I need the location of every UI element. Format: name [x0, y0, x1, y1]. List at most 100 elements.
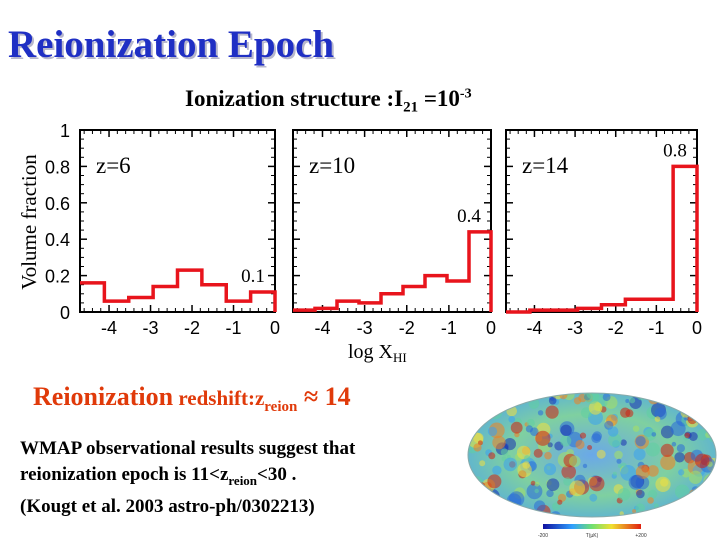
sky-fluctuation — [503, 457, 518, 472]
sky-fluctuation — [481, 502, 488, 509]
sky-fluctuation — [587, 445, 593, 450]
colorbar-tick-max: +200 — [635, 533, 646, 539]
sky-fluctuation — [503, 438, 516, 451]
panel-z-14: -4 -3 -2 -1 0 z=14 0.8 — [505, 129, 702, 338]
sky-fluctuation — [592, 431, 602, 442]
histogram-line — [80, 268, 277, 312]
panels: -4 -3 -2 -1 0 z=6 0.1 -4 -3 -2 -1 0 z=10 0.4 -4 -3 -2 -1 0… — [79, 129, 702, 338]
sky-fluctuation — [693, 393, 709, 407]
sky-fluctuation — [690, 495, 704, 508]
sky-fluctuation — [629, 397, 636, 404]
sky-fluctuation — [674, 452, 685, 463]
wmap-note: WMAP observational results suggest that … — [20, 436, 355, 520]
sky-fluctuation — [664, 505, 674, 516]
sky-fluctuation — [500, 393, 516, 404]
sky-fluctuation — [699, 413, 712, 426]
sky-fluctuation — [635, 503, 646, 514]
sky-fluctuation — [635, 465, 650, 480]
sky-fluctuation — [543, 463, 557, 476]
sky-fluctuation — [583, 393, 600, 404]
x-tick-label: -3 — [143, 318, 159, 338]
sky-fluctuation — [468, 474, 477, 490]
sky-fluctuation — [688, 432, 698, 441]
sky-fluctuation — [530, 480, 536, 486]
chart-title: Ionization structure :I21 =10-3 — [185, 86, 472, 116]
sky-fluctuation — [544, 451, 552, 460]
sky-fluctuation — [530, 427, 539, 436]
sky-fluctuation — [561, 464, 576, 480]
sky-fluctuation — [608, 433, 622, 447]
sky-fluctuation — [632, 425, 640, 432]
sky-fluctuation — [650, 512, 660, 517]
colorbar — [543, 524, 641, 529]
sky-fluctuation — [546, 489, 554, 498]
panel-annotation: 0.1 — [241, 266, 265, 287]
sky-fluctuation — [688, 470, 703, 484]
sky-fluctuation — [468, 401, 473, 411]
sky-fluctuation — [488, 452, 496, 460]
wmap-line-1: WMAP observational results suggest that — [20, 438, 356, 459]
histogram-line — [293, 230, 493, 312]
sky-fluctuation — [633, 448, 646, 461]
sky-fluctuation — [478, 491, 486, 500]
histogram-panels: Volume fraction 0 0.2 0.4 0.6 0.8 1 -4 -3 -2 -1 0… — [17, 121, 702, 365]
x-tick-label: -3 — [357, 318, 373, 338]
sky-fluctuation — [708, 433, 716, 443]
sky-fluctuation — [670, 421, 686, 437]
x-tick-label: -1 — [441, 318, 457, 338]
sky-fluctuation — [582, 463, 588, 469]
panel-label: z=10 — [309, 153, 355, 178]
sky-fluctuation — [676, 394, 686, 404]
sky-fluctuation — [495, 396, 504, 405]
sky-fluctuation — [487, 474, 502, 489]
sky-fluctuation — [635, 436, 646, 447]
sky-fluctuation — [654, 416, 661, 422]
sky-fluctuation — [607, 426, 619, 437]
sky-fluctuation — [616, 458, 622, 464]
y-tick-label: 1 — [60, 121, 70, 141]
sky-fluctuation — [569, 455, 581, 468]
sky-fluctuation — [508, 416, 516, 423]
sky-fluctuation — [666, 393, 680, 401]
sky-fluctuation — [612, 471, 617, 476]
x-tick-label: -2 — [399, 318, 415, 338]
y-tick-label: 0.8 — [45, 157, 70, 177]
sky-fluctuation — [589, 493, 598, 502]
panel-z-6: -4 -3 -2 -1 0 z=6 0.1 — [79, 129, 280, 338]
sky-fluctuation — [628, 475, 644, 490]
sky-fluctuation — [500, 448, 509, 456]
sky-fluctuation — [636, 489, 645, 499]
sky-fluctuation — [547, 442, 553, 448]
sky-fluctuation — [705, 503, 716, 517]
x-tick-label: -2 — [608, 318, 624, 338]
sky-fluctuation — [711, 425, 716, 437]
sky-fluctuation — [694, 453, 710, 469]
x-tick-label: 0 — [692, 318, 702, 338]
sky-fluctuation — [625, 399, 630, 403]
sky-fluctuation — [651, 432, 657, 437]
wmap-sky-map: -200 T(µK) +200 — [467, 392, 717, 539]
sky-fluctuation — [614, 450, 623, 460]
sky-fluctuation — [645, 442, 660, 457]
sky-fluctuation — [617, 464, 622, 468]
sky-fluctuation — [596, 449, 606, 459]
sky-fluctuation — [652, 510, 662, 517]
sky-fluctuation — [488, 404, 503, 420]
sky-fluctuation — [675, 484, 690, 500]
sky-fluctuation — [648, 489, 658, 499]
x-tick-label: 0 — [270, 318, 280, 338]
sky-fluctuation — [493, 395, 501, 403]
sky-fluctuation — [487, 426, 498, 437]
sky-fluctuation — [481, 394, 490, 403]
x-axis-label: log XHI — [348, 341, 407, 365]
y-tick-label: 0.2 — [45, 267, 70, 287]
sky-fluctuation — [548, 397, 557, 405]
sky-fluctuation — [625, 409, 634, 418]
sky-fluctuation — [560, 424, 572, 436]
sky-fluctuation — [520, 393, 530, 399]
sky-fluctuation — [647, 465, 659, 477]
sky-fluctuation — [697, 428, 709, 441]
x-tick-label: -1 — [648, 318, 664, 338]
sky-fluctuation — [569, 480, 586, 497]
sky-fluctuation — [533, 500, 546, 512]
